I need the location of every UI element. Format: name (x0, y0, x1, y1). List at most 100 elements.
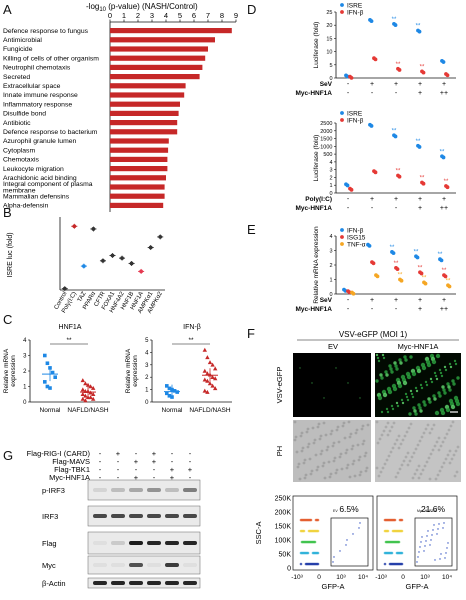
panel-d-top-row2-sign: - (347, 90, 350, 97)
panel-f-ph-texture (413, 472, 417, 476)
panel-e-point (367, 244, 372, 248)
panel-f-gfp-cell (359, 397, 361, 399)
panel-g-band (129, 541, 143, 545)
panel-f-gfp-cell (423, 403, 427, 407)
panel-f-gfp-cell (430, 380, 434, 384)
panel-f-ph-texture (385, 458, 389, 462)
panel-a-category-label: Defence response to bacterium (3, 129, 98, 136)
panel-f-gfp-cell (455, 401, 461, 407)
panel-f-ph-texture (310, 469, 314, 473)
panel-c-left-point (43, 380, 47, 384)
panel-g-band (147, 514, 161, 518)
panel-c-left-point (91, 392, 96, 397)
panel-d-bottom-ytick-label: 3 (329, 168, 332, 174)
panel-e-point (415, 255, 420, 260)
panel-f-row-ph: PH (275, 446, 284, 456)
panel-g-blot-frame (87, 479, 201, 501)
panel-f-facs-event (299, 518, 303, 522)
panel-a-category-label: Alpha-defensin (3, 203, 49, 210)
panel-e-row2-sign: - (347, 306, 350, 313)
panel-f-facs-gate-label: Myc-HNF1A (417, 509, 437, 513)
panel-c-left-title: HNF1A (59, 324, 82, 331)
panel-f-ph-texture (416, 443, 420, 447)
panel-f-ph-texture (428, 477, 432, 481)
panel-f-ph-texture (334, 471, 338, 475)
panel-f-gfp-cell (410, 392, 414, 396)
panel-f-facs-event (398, 518, 402, 522)
panel-g-condition-sign: - (153, 473, 156, 482)
panel-f-gfp-cell (382, 356, 386, 360)
panel-f-gfp-cell (414, 412, 418, 416)
panel-f-facs-event (425, 540, 427, 542)
panel-f-ph-texture (396, 471, 400, 475)
panel-d-bottom-point (421, 181, 426, 186)
panel-c-right-point (205, 355, 210, 360)
panel-f-gfp-cell (434, 374, 438, 378)
panel-d-bottom-ytick-label: 4 (329, 160, 332, 166)
panel-f-ph-texture (439, 444, 443, 448)
panel-g-blot-label: β-Actin (42, 579, 66, 588)
panel-f-gfp-cell (452, 382, 456, 386)
panel-f-gfp-cell (442, 388, 446, 392)
panel-a-bar (110, 55, 206, 61)
panel-e-star: ** (390, 245, 395, 251)
panel-f-gfp-cell (438, 394, 442, 398)
panel-f-facs-event (419, 546, 421, 548)
panel-a-category-label: Killing of cells of other organism (3, 55, 99, 62)
panel-e-legend-marker (340, 242, 344, 246)
panel-e-row1-sign: + (442, 297, 446, 304)
panel-a-category-label: Innate immune response (3, 92, 78, 99)
panel-f-gfp-cell (456, 376, 460, 380)
panel-f-ph-texture (375, 420, 379, 424)
panel-e-ytick-label: 3 (329, 249, 332, 255)
panel-g-condition-sign: - (99, 465, 102, 474)
panel-f-gfp-cell (409, 389, 413, 393)
panel-f-gfp-cell (420, 386, 424, 390)
panel-a-bar (110, 110, 179, 116)
panel-g-condition-sign: - (117, 473, 120, 482)
panel-f-letter: F (247, 326, 255, 341)
panel-f-gfp-cell (425, 383, 429, 387)
panel-f-ph-texture (312, 441, 316, 445)
panel-g-band (183, 488, 197, 492)
panel-g-condition-sign: - (99, 473, 102, 482)
panel-b-point (129, 261, 134, 266)
panel-g-blot-label: IRF3 (42, 512, 58, 521)
panel-a-bar (110, 74, 200, 80)
panel-d-top-ytick-label: 25 (326, 10, 332, 16)
panel-f-ph-texture (306, 427, 310, 431)
panel-f-gfp-cell (396, 404, 400, 408)
panel-f-gfp-cell (417, 403, 421, 407)
panel-f-facs-event (383, 551, 387, 555)
panel-f-ph-texture (387, 454, 391, 458)
panel-f-facs-event (437, 528, 439, 530)
panel-g-blot-frame (87, 505, 201, 527)
panel-f-ph-texture (445, 432, 449, 436)
panel-a-bar (110, 193, 165, 199)
panel-c-left-point (80, 392, 85, 397)
panel-a-bar (110, 202, 164, 208)
panel-f-ph-texture (364, 469, 368, 473)
panel-f-ph-texture (314, 453, 318, 457)
panel-d-top-row1-sign: + (370, 81, 374, 88)
panel-f-facs-xtick: 10³ (420, 574, 430, 581)
panel-f-facs-event (311, 551, 315, 555)
panel-f-facs-plot (292, 495, 374, 571)
panel-e-legend-label: ISG15 (347, 234, 366, 241)
panel-g-band (147, 581, 161, 585)
panel-f-gfp-cell (393, 361, 397, 365)
panel-d-top-legend-marker (340, 10, 344, 14)
panel-f-ph-texture (362, 439, 366, 443)
panel-d-bottom-point (345, 183, 350, 188)
panel-f-facs-ytick: 200K (275, 510, 292, 517)
panel-d-top-row2-sign: - (395, 90, 398, 97)
panel-g-condition-sign: - (189, 449, 192, 458)
panel-f-gfp-cell (448, 388, 452, 392)
panel-g-band (183, 514, 197, 518)
panel-a-tick-label: 3 (150, 11, 154, 20)
panel-e-legend-label: TNF-α (347, 241, 366, 248)
panel-f-gfp-cell (451, 379, 455, 383)
panel-b-category-label: TAZ (77, 291, 88, 304)
panel-f-ph-texture (324, 433, 328, 437)
panel-f-facs-event (345, 544, 347, 546)
